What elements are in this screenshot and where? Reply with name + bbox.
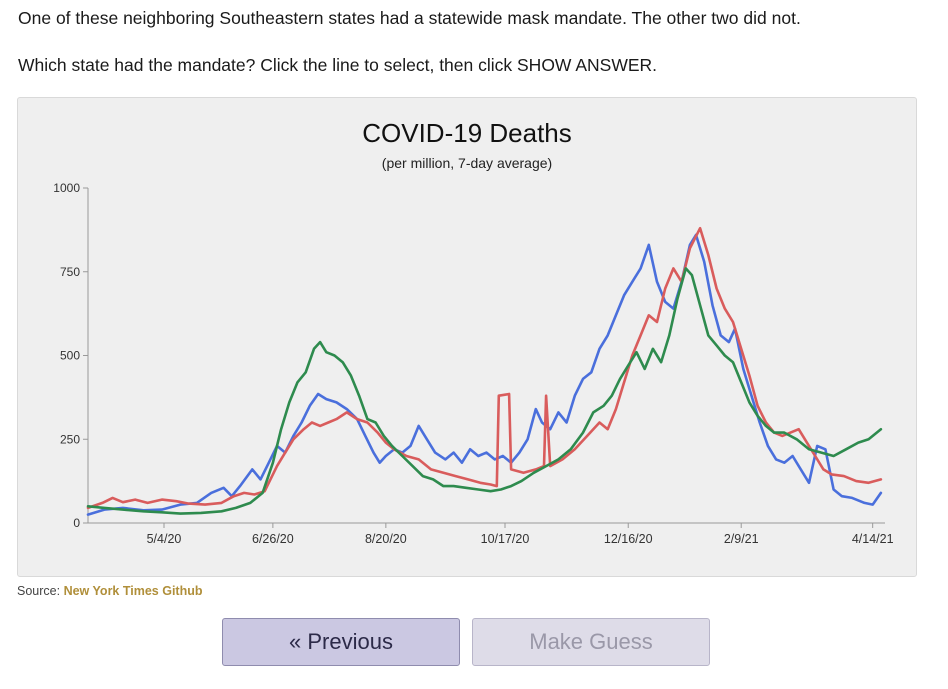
y-tick-label-750: 750 <box>60 265 80 279</box>
previous-button[interactable]: « Previous <box>222 618 460 666</box>
question-line-2: Which state had the mandate? Click the l… <box>18 55 658 75</box>
make-guess-button[interactable]: Make Guess <box>472 618 710 666</box>
series-line-1[interactable] <box>86 233 883 516</box>
x-tick-label-6: 4/14/21 <box>852 532 894 546</box>
x-tick-label-1: 6/26/20 <box>252 532 294 546</box>
y-tick-label-0: 0 <box>73 516 80 530</box>
source-link[interactable]: New York Times Github <box>63 584 203 598</box>
series-line-3[interactable] <box>86 267 883 515</box>
y-tick-label-1000: 1000 <box>53 181 80 195</box>
x-tick-label-2: 8/20/20 <box>365 532 407 546</box>
chart-subtitle: (per million, 7-day average) <box>382 155 552 171</box>
x-tick-label-4: 12/16/20 <box>604 532 653 546</box>
y-tick-label-500: 500 <box>60 349 80 363</box>
deaths-line-chart: COVID-19 Deaths (per million, 7-day aver… <box>53 118 894 546</box>
x-tick-label-3: 10/17/20 <box>481 532 530 546</box>
source-note: Source: New York Times Github <box>17 584 203 598</box>
question-line-1: One of these neighboring Southeastern st… <box>18 8 801 28</box>
y-tick-label-250: 250 <box>60 432 80 446</box>
chart-card: COVID-19 Deaths (per million, 7-day aver… <box>17 97 917 577</box>
source-label: Source: <box>17 584 61 598</box>
x-tick-label-5: 2/9/21 <box>724 532 759 546</box>
chart-title: COVID-19 Deaths <box>362 118 572 148</box>
series-line-2[interactable] <box>86 226 883 510</box>
x-tick-label-0: 5/4/20 <box>147 532 182 546</box>
